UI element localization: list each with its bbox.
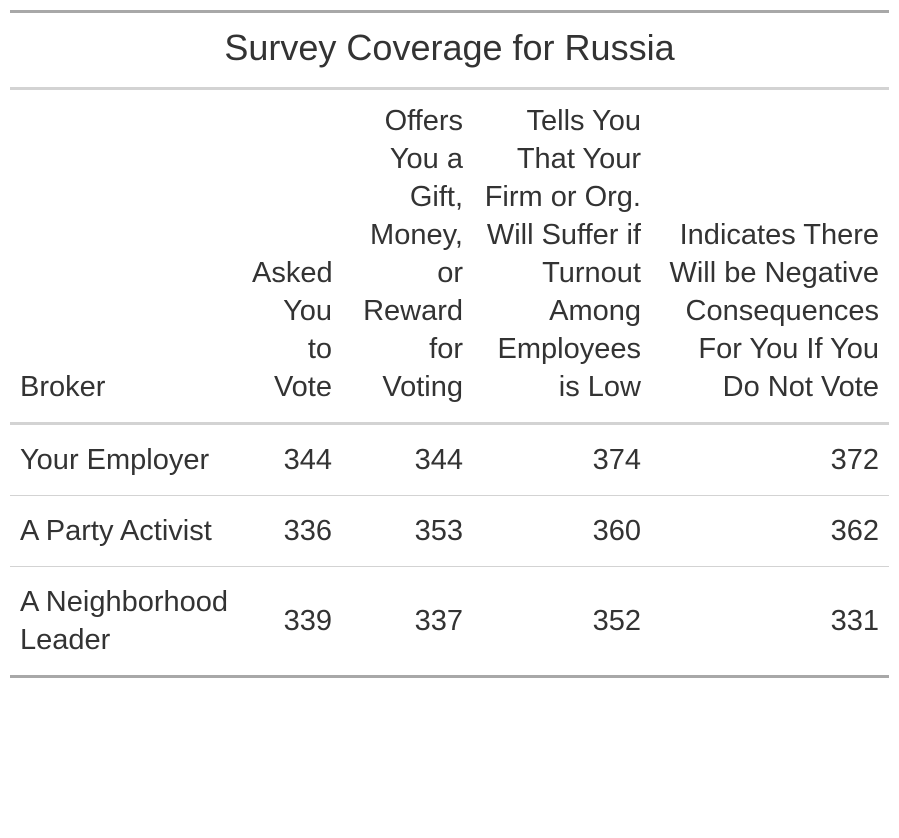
value-cell: 362	[651, 495, 889, 567]
column-header-broker: Broker	[10, 90, 242, 425]
table-row: A Neighborhood Leader 339 337 352 331	[10, 567, 889, 676]
broker-cell: A Party Activist	[10, 495, 242, 567]
value-cell: 344	[342, 423, 473, 496]
value-cell: 353	[342, 495, 473, 567]
broker-cell: A Neighborhood Leader	[20, 586, 228, 656]
value-cell: 339	[283, 605, 332, 637]
broker-cell: Your Employer	[10, 423, 242, 496]
header-row: Broker Asked You to Vote Offers You a Gi…	[10, 90, 889, 425]
value-cell: 336	[242, 495, 342, 567]
column-header-negative-consequences: Indicates There Will be Negative Consequ…	[651, 90, 889, 425]
column-header-offers-gift: Offers You a Gift, Money, or Reward for …	[342, 90, 473, 425]
data-grid: Broker Asked You to Vote Offers You a Gi…	[10, 90, 889, 675]
value-cell: 337	[414, 605, 463, 637]
value-cell: 331	[830, 605, 879, 637]
column-header-firm-will-suffer: Tells You That Your Firm or Org. Will Su…	[473, 90, 651, 425]
value-cell: 374	[473, 423, 651, 496]
survey-table: Survey Coverage for Russia Broker Asked …	[10, 10, 889, 678]
value-cell: 352	[592, 605, 641, 637]
value-cell: 360	[473, 495, 651, 567]
table-title: Survey Coverage for Russia	[10, 13, 889, 90]
value-cell: 344	[242, 423, 342, 496]
table-row: Your Employer 344 344 374 372	[10, 423, 889, 496]
table-row: A Party Activist 336 353 360 362	[10, 495, 889, 567]
column-header-asked-to-vote: Asked You to Vote	[242, 90, 342, 425]
value-cell: 372	[651, 423, 889, 496]
